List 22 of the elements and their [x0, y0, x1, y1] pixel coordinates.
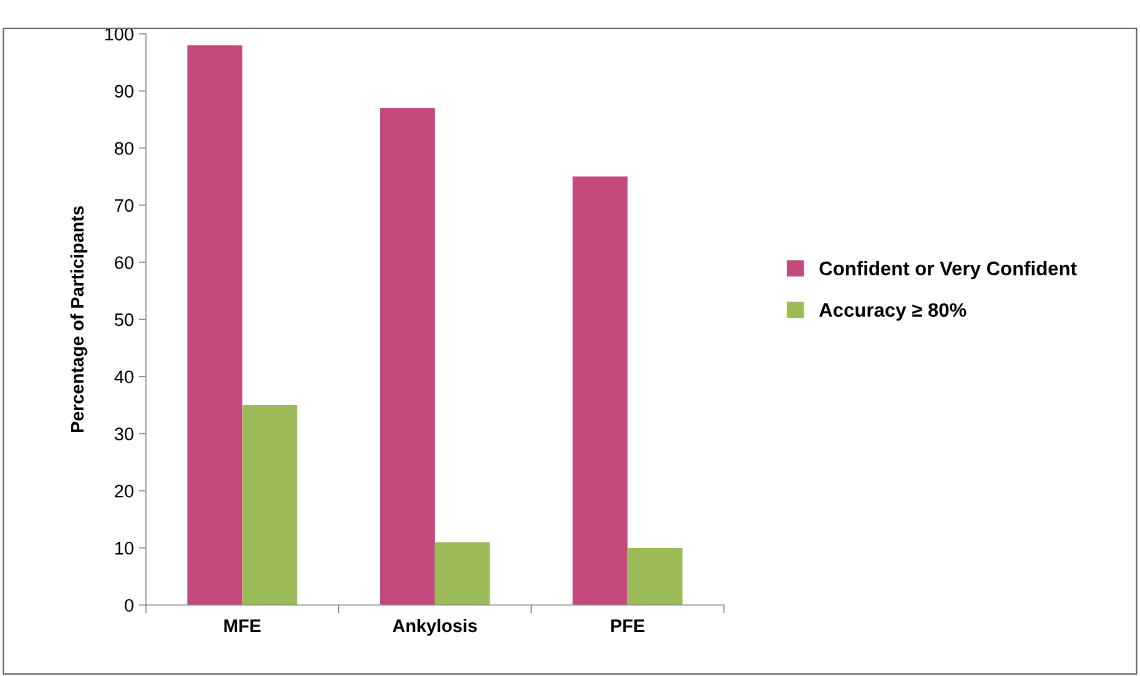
bar	[242, 405, 298, 606]
y-tick-label: 20	[114, 484, 134, 498]
y-tick-label: 90	[114, 84, 134, 98]
x-tick-label: MFE	[224, 619, 261, 632]
y-tick-label: 0	[124, 598, 134, 612]
y-axis-title: Percentage of Participants	[70, 206, 88, 433]
bar	[380, 108, 435, 606]
legend-label: Accuracy ≥ 80%	[819, 303, 967, 321]
y-tick-label: 70	[114, 199, 134, 212]
y-tick-label: 80	[114, 141, 134, 155]
x-tick-label: PFE	[611, 619, 645, 632]
y-tick-label: 40	[114, 370, 134, 384]
y-tick-label: 30	[114, 427, 134, 441]
bar	[434, 542, 490, 606]
legend-label: Confident or Very Confident	[819, 261, 1077, 280]
bar	[572, 176, 628, 606]
bar	[627, 547, 683, 606]
x-tick-label: Ankylosis	[392, 618, 477, 636]
y-tick-label: 50	[114, 313, 134, 327]
bar	[187, 45, 243, 606]
y-tick-label: 60	[114, 256, 134, 270]
y-tick-label: 10	[115, 541, 134, 555]
